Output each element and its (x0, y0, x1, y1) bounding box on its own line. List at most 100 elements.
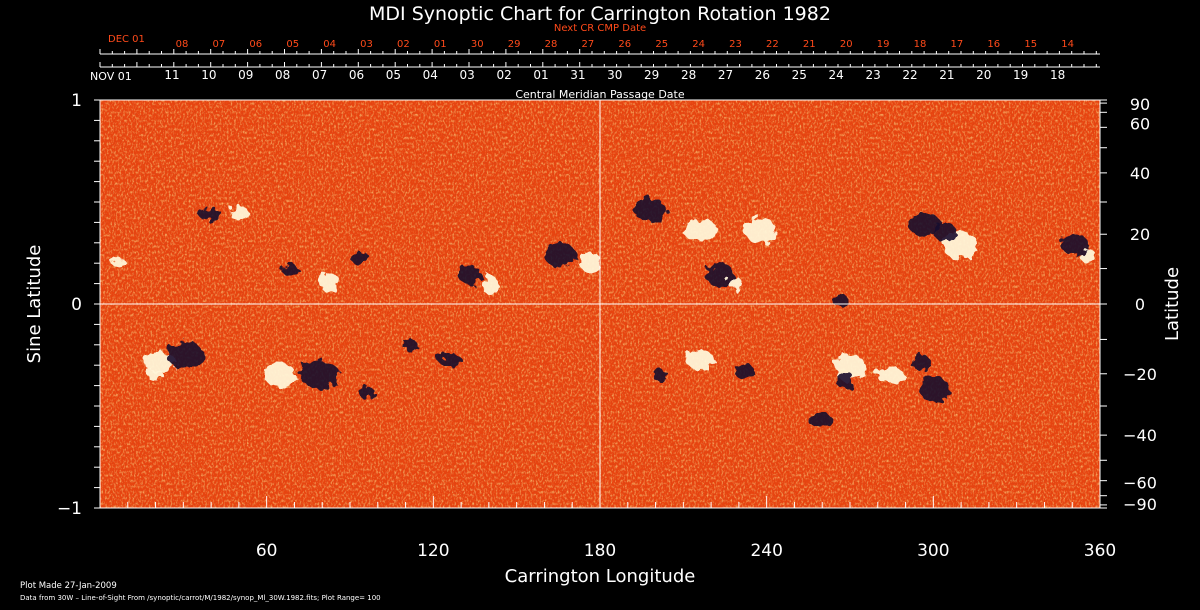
cmp-axis-day-label: 09 (238, 68, 253, 82)
next-cmp-axis-day-label: 24 (692, 39, 705, 50)
cmp-axis-day-label: 06 (349, 68, 364, 82)
magnetic-region (579, 252, 601, 272)
cmp-axis-day-label: 27 (718, 68, 733, 82)
magnetic-region (544, 243, 576, 267)
left-y-axis: 1 0 −1 (57, 91, 100, 519)
cmp-axis-day-label: 23 (865, 68, 880, 82)
magnetic-region (634, 198, 666, 222)
cmp-axis-title: Central Meridian Passage Date (515, 88, 684, 101)
magnetic-region (351, 251, 369, 265)
magnetic-region (438, 354, 462, 366)
right-y-tick-label: −20 (1123, 365, 1157, 384)
cmp-axis-day-label: 25 (792, 68, 807, 82)
cmp-axis-day-label: 01 (533, 68, 548, 82)
x-axis-label: Carrington Longitude (505, 566, 696, 587)
cmp-axis-day-label: 10 (201, 68, 216, 82)
magnetic-region (745, 216, 775, 244)
next-cmp-axis-day-label: 07 (213, 39, 226, 50)
magnetic-region (111, 257, 125, 267)
x-tick-label: 60 (256, 541, 278, 561)
next-cmp-axis-day-label: 18 (914, 39, 927, 50)
next-cmp-axis-day-label: 04 (323, 39, 336, 50)
magnetic-region (482, 275, 498, 295)
magnetic-region (909, 213, 941, 237)
magnetic-region (836, 371, 854, 389)
next-cmp-axis-day-label: 22 (766, 39, 779, 50)
magnetic-region (682, 220, 718, 240)
right-y-tick-label: 40 (1130, 164, 1150, 183)
x-tick-label: 120 (417, 541, 449, 561)
magnetic-region (198, 208, 222, 220)
next-cmp-axis-day-label: 05 (286, 39, 299, 50)
cmp-axis-day-label: 21 (939, 68, 954, 82)
right-y-tick-label: 20 (1130, 225, 1150, 244)
left-y-axis-label: Sine Latitude (24, 245, 45, 364)
right-y-tick-label: 60 (1130, 114, 1150, 133)
cmp-axis-day-label: 22 (902, 68, 917, 82)
next-cmp-axis-day-label: 19 (877, 39, 890, 50)
next-cmp-axis-day-label: 16 (987, 39, 1000, 50)
magnetic-region (403, 339, 417, 351)
next-cmp-axis-day-label: 29 (508, 39, 521, 50)
cmp-axis-day-label: 29 (644, 68, 659, 82)
right-y-tick-label: 90 (1130, 95, 1150, 114)
next-month-label: DEC 01 (108, 34, 145, 45)
magnetic-region (808, 412, 832, 428)
cmp-axis-day-label: 24 (829, 68, 844, 82)
next-cmp-axis-day-label: 20 (840, 39, 853, 50)
right-y-tick-label: −40 (1123, 426, 1157, 445)
next-cmp-axis-day-label: 30 (471, 39, 484, 50)
left-y-tick-label: 1 (71, 91, 82, 111)
magnetic-region (735, 364, 755, 380)
cmp-axis-day-label: 19 (1013, 68, 1028, 82)
right-y-tick-label: 0 (1135, 295, 1145, 314)
right-y-tick-label: −90 (1123, 495, 1157, 514)
data-source-note: Data from 30W – Line-of-Sight From /syno… (20, 594, 381, 602)
next-cmp-axis-day-label: 27 (582, 39, 595, 50)
x-tick-label: 360 (1084, 541, 1116, 561)
cmp-axis-day-label: 18 (1050, 68, 1065, 82)
magnetic-region (706, 263, 734, 287)
next-cmp-axis-day-label: 14 (1061, 39, 1074, 50)
magnetic-region (832, 294, 848, 306)
cmp-axis-day-label: 07 (312, 68, 327, 82)
magnetic-region (282, 264, 298, 276)
magnetic-region (652, 369, 668, 381)
next-cmp-axis-day-label: 21 (803, 39, 816, 50)
cmp-axis-day-label: 04 (423, 68, 438, 82)
cmp-axis-day-label: 08 (275, 68, 290, 82)
next-cmp-axis-title: Next CR CMP Date (554, 23, 646, 34)
cmp-month-label: NOV 01 (90, 70, 132, 83)
x-axis: 60 120 180 240 300 360 (127, 496, 1116, 561)
cmp-axis-day-label: 30 (607, 68, 622, 82)
magnetic-region (728, 277, 742, 289)
right-y-tick-label: −60 (1123, 474, 1157, 493)
magnetic-region (919, 378, 951, 402)
magnetic-region (320, 273, 340, 293)
cmp-axis-day-label: 02 (496, 68, 511, 82)
magnetic-region (167, 341, 203, 369)
magnetic-region (147, 369, 163, 381)
magnetic-region (1080, 249, 1096, 263)
next-cmp-date-axis: 08 07 06 05 04 03 02 01 30 29 28 27 26 25 24 23 22 21 20 19… (99, 39, 1100, 55)
next-cmp-axis-day-label: 28 (545, 39, 558, 50)
magnetic-region (359, 387, 375, 399)
cmp-axis-day-label: 20 (976, 68, 991, 82)
next-cmp-axis-day-label: 17 (951, 39, 964, 50)
cmp-axis-day-label: 31 (570, 68, 585, 82)
left-y-tick-label: 0 (71, 295, 82, 315)
cmp-axis-day-label: 26 (755, 68, 770, 82)
magnetic-region (686, 350, 714, 370)
chart-title: MDI Synoptic Chart for Carrington Rotati… (369, 3, 831, 25)
magnetic-region (300, 361, 340, 389)
magnetic-region (1061, 235, 1089, 255)
next-cmp-axis-day-label: 06 (249, 39, 262, 50)
magnetic-region (231, 206, 249, 222)
next-cmp-axis-day-label: 26 (618, 39, 631, 50)
magnetic-region (934, 222, 956, 242)
next-cmp-axis-day-label: 15 (1024, 39, 1037, 50)
x-tick-label: 300 (917, 541, 949, 561)
cmp-axis-day-label: 28 (681, 68, 696, 82)
